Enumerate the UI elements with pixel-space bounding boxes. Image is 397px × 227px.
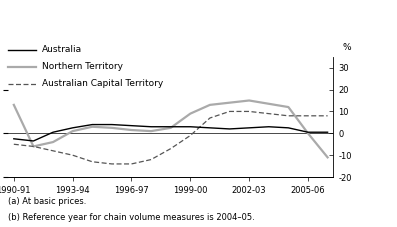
Text: (a) At basic prices.: (a) At basic prices. bbox=[8, 197, 86, 207]
Text: Australia: Australia bbox=[42, 45, 82, 54]
Text: Australian Capital Territory: Australian Capital Territory bbox=[42, 79, 163, 89]
Text: (b) Reference year for chain volume measures is 2004–05.: (b) Reference year for chain volume meas… bbox=[8, 213, 255, 222]
Text: Northern Territory: Northern Territory bbox=[42, 62, 123, 72]
Text: %: % bbox=[342, 43, 351, 52]
